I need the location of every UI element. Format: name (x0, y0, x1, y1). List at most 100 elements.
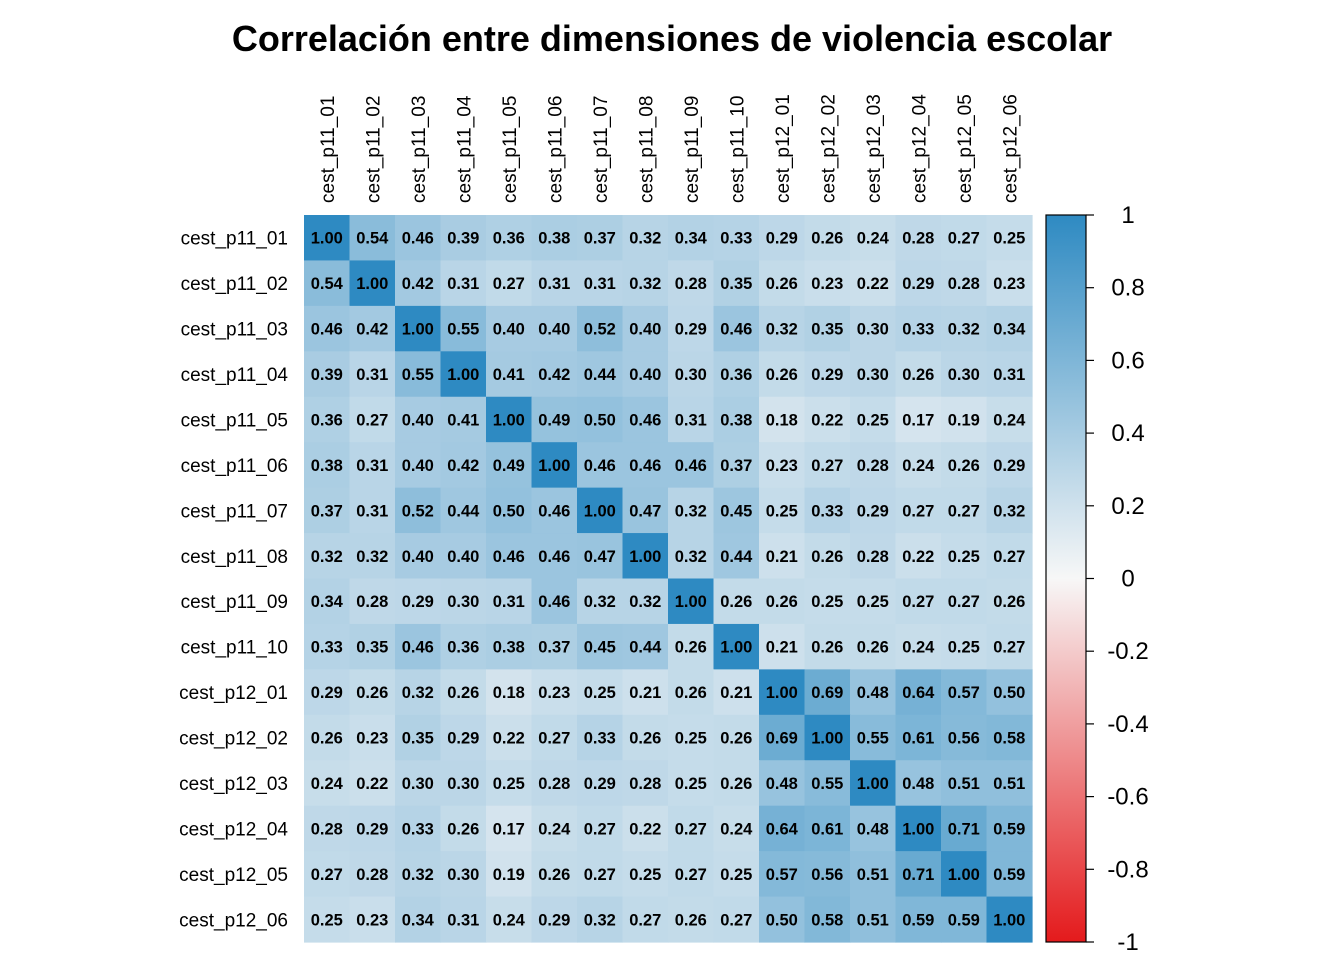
cell-value-label: 0.40 (447, 548, 479, 566)
cell-value-label: 0.34 (402, 911, 435, 929)
cell-value-label: 0.24 (857, 230, 890, 248)
heatmap-cell (713, 760, 760, 807)
heatmap-cell (759, 714, 806, 761)
row-labels: cest_p11_01 cest_p11_02 cest_p11_03 cest_p1… (179, 229, 288, 932)
heatmap-cell (941, 760, 988, 807)
cell-value-label: 0.57 (766, 866, 798, 884)
cell-value-label: 0.23 (993, 275, 1025, 293)
cell-value-label: 0.47 (584, 548, 616, 566)
heatmap-cell (304, 351, 351, 398)
cell-value-label: 0.23 (811, 275, 843, 293)
heatmap-cell (941, 215, 988, 262)
cell-value-label: 0.59 (993, 820, 1025, 838)
heatmap-cell (304, 578, 351, 625)
heatmap-cell (668, 805, 715, 852)
cell-value-label: 0.26 (948, 457, 980, 475)
heatmap-cell (486, 805, 533, 852)
cell-value-label: 0.36 (493, 230, 525, 248)
cell-value-label: 0.42 (402, 275, 434, 293)
heatmap-cell (986, 305, 1033, 352)
cell-value-label: 0.26 (629, 730, 661, 748)
cell-value-label: 0.69 (766, 730, 798, 748)
heatmap-cell (804, 851, 851, 898)
cell-value-label: 0.17 (902, 411, 934, 429)
heatmap-cell (486, 305, 533, 352)
cell-value-label: 0.27 (538, 730, 570, 748)
heatmap-cell (895, 669, 942, 716)
heatmap-cell (986, 533, 1033, 580)
cell-value-label: 0.21 (766, 548, 798, 566)
cell-value-label: 0.26 (720, 730, 752, 748)
cell-value-label: 0.26 (356, 684, 388, 702)
colorbar-tick-label: -0.6 (1107, 784, 1148, 811)
heatmap-cell (759, 896, 806, 943)
cell-value-label: 0.29 (902, 275, 934, 293)
cell-value-label: 0.40 (493, 321, 525, 339)
row-label: cest_p11_03 (181, 320, 288, 341)
cell-value-label: 0.32 (629, 275, 661, 293)
cell-value-label: 0.23 (766, 457, 798, 475)
heatmap-cell (850, 578, 897, 625)
cell-value-label: 0.22 (811, 411, 843, 429)
heatmap-cell (395, 442, 442, 489)
cell-value-label: 0.59 (902, 911, 934, 929)
cell-value-label: 0.47 (629, 502, 661, 520)
cell-value-label: 0.57 (948, 684, 980, 702)
heatmap-cell (668, 305, 715, 352)
cell-value-label: 0.32 (356, 548, 388, 566)
heatmap-cell (850, 442, 897, 489)
cell-value-label: 0.55 (857, 730, 889, 748)
cell-value-label: 0.27 (948, 230, 980, 248)
cell-value-label: 0.22 (902, 548, 934, 566)
cell-value-label: 0.29 (356, 820, 388, 838)
heatmap-cell (713, 669, 760, 716)
heatmap-cell (713, 896, 760, 943)
cell-value-label: 0.32 (402, 866, 434, 884)
cell-value-label: 0.21 (766, 639, 798, 657)
column-label: cest_p11_04 (454, 95, 475, 203)
column-label: cest_p11_06 (545, 96, 566, 203)
cell-value-label: 1.00 (311, 230, 343, 248)
cell-value-label: 1.00 (493, 411, 525, 429)
heatmap-cell (304, 487, 351, 534)
chart-title: Correlación entre dimensiones de violenc… (231, 18, 1113, 59)
cell-value-label: 0.25 (993, 230, 1025, 248)
cell-value-label: 0.59 (993, 866, 1025, 884)
cell-value-label: 0.26 (857, 639, 889, 657)
cell-value-label: 0.26 (766, 366, 798, 384)
cell-value-label: 0.29 (993, 457, 1025, 475)
heatmap-cell (759, 260, 806, 307)
heatmap-cell (668, 578, 715, 625)
cell-value-label: 1.00 (902, 820, 934, 838)
cell-value-label: 1.00 (857, 775, 889, 793)
cell-value-label: 0.46 (538, 593, 570, 611)
cell-value-label: 0.35 (811, 321, 843, 339)
heatmap-cell (804, 669, 851, 716)
cell-value-label: 0.39 (447, 230, 479, 248)
cell-value-label: 0.49 (538, 411, 570, 429)
cell-value-label: 0.61 (811, 820, 843, 838)
cell-value-label: 0.25 (857, 593, 889, 611)
heatmap-cell (713, 623, 760, 670)
cell-value-label: 0.22 (493, 730, 525, 748)
heatmap-cell (304, 623, 351, 670)
heatmap-cell (804, 396, 851, 443)
heatmap-cell (531, 215, 578, 262)
heatmap-cell (440, 578, 487, 625)
cell-value-label: 0.32 (675, 502, 707, 520)
cell-value-label: 0.32 (584, 593, 616, 611)
cell-value-label: 0.54 (311, 275, 344, 293)
cell-value-label: 0.46 (675, 457, 707, 475)
heatmap-cell (440, 760, 487, 807)
heatmap-cell (531, 714, 578, 761)
cell-value-label: 0.28 (948, 275, 980, 293)
heatmap-cell (668, 623, 715, 670)
heatmap-cell (986, 714, 1033, 761)
cell-value-label: 0.26 (993, 593, 1025, 611)
heatmap-cell (440, 442, 487, 489)
heatmap-cell (349, 760, 396, 807)
heatmap-cell (759, 487, 806, 534)
heatmap-cell (895, 805, 942, 852)
heatmap-cell (531, 533, 578, 580)
heatmap-cell (713, 578, 760, 625)
